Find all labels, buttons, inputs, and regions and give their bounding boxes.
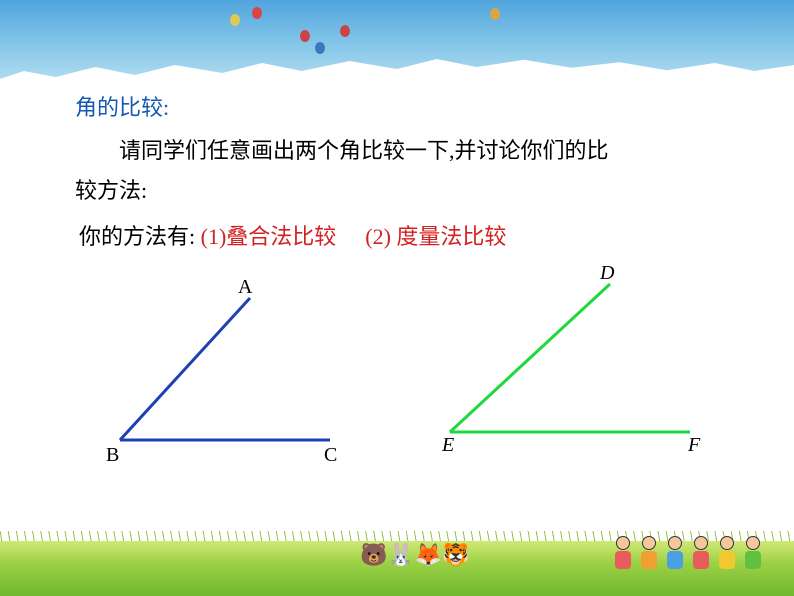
sky-background <box>0 0 794 80</box>
method-label: 你的方法有: <box>79 224 195 249</box>
footer-animals: 🐻🐰🦊🐯 <box>360 542 470 568</box>
label-E: E <box>442 434 454 457</box>
method-1: (1)叠合法比较 <box>201 224 337 249</box>
paragraph-line-2: 较方法: <box>75 174 725 208</box>
balloon-icon <box>490 8 500 20</box>
footer-kids <box>612 536 764 574</box>
balloon-icon <box>340 25 350 37</box>
label-C: C <box>324 444 337 467</box>
kid-icon <box>716 536 738 574</box>
angle-abc <box>120 298 330 440</box>
method-2: (2) 度量法比较 <box>365 224 506 249</box>
label-A: A <box>238 276 252 299</box>
content-area: 角的比较: 请同学们任意画出两个角比较一下,并讨论你们的比 较方法: 你的方法有… <box>75 90 725 254</box>
kid-icon <box>612 536 634 574</box>
kid-icon <box>664 536 686 574</box>
paragraph-line-1: 请同学们任意画出两个角比较一下,并讨论你们的比 <box>75 134 725 168</box>
ray-BA <box>120 298 250 440</box>
method-line: 你的方法有: (1)叠合法比较 (2) 度量法比较 <box>79 220 725 254</box>
label-D: D <box>600 262 614 285</box>
kid-icon <box>742 536 764 574</box>
balloon-icon <box>230 14 240 26</box>
balloon-icon <box>252 7 262 19</box>
ray-ED <box>450 284 610 432</box>
balloon-icon <box>300 30 310 42</box>
kid-icon <box>638 536 660 574</box>
diagram-area: A B C D E F <box>0 260 794 480</box>
angle-def <box>450 284 690 432</box>
label-B: B <box>106 444 119 467</box>
slide-title: 角的比较: <box>75 90 725 122</box>
kid-icon <box>690 536 712 574</box>
balloon-icon <box>315 42 325 54</box>
label-F: F <box>688 434 700 457</box>
